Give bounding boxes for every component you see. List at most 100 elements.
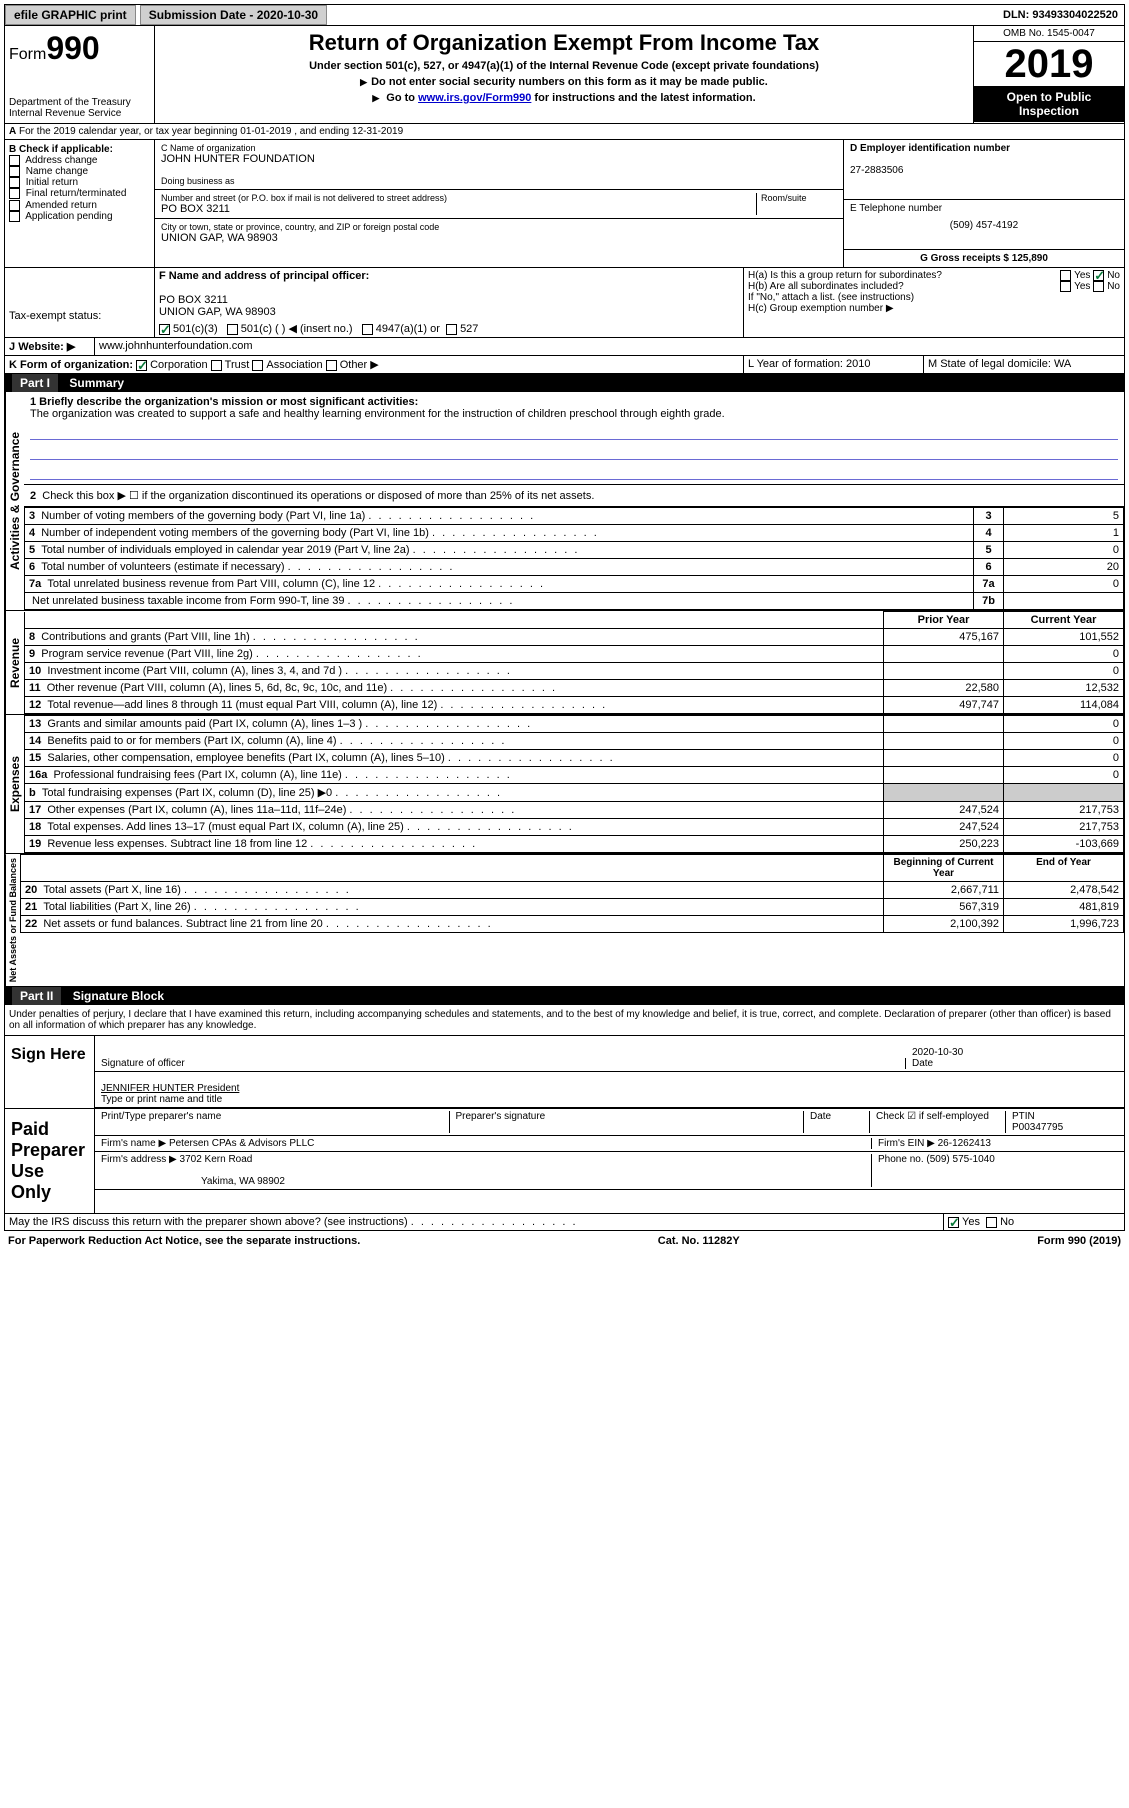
k-cell: K Form of organization: Corporation Trus…: [5, 356, 744, 373]
street-label: Number and street (or P.O. box if mail i…: [161, 193, 752, 203]
website-row: J Website: ▶ www.johnhunterfoundation.co…: [4, 338, 1125, 356]
officer-addr1: PO BOX 3211: [159, 294, 228, 306]
form-num: 990: [46, 30, 99, 66]
trust-checkbox[interactable]: [211, 360, 222, 371]
prep-sig-label: Preparer's signature: [456, 1111, 805, 1133]
form-word: Form: [9, 46, 46, 63]
opt-corp: Corporation: [150, 359, 207, 371]
h-section: H(a) Is this a group return for subordin…: [744, 268, 1124, 337]
col-c-org-info: C Name of organization JOHN HUNTER FOUND…: [155, 140, 844, 267]
colb-checkbox[interactable]: [9, 211, 20, 222]
discuss-yes: Yes: [962, 1216, 980, 1228]
colb-checkbox[interactable]: [9, 166, 20, 177]
hb-yes-checkbox[interactable]: [1060, 281, 1071, 292]
colb-checkbox[interactable]: [9, 155, 20, 166]
discuss-yes-checkbox[interactable]: [948, 1217, 959, 1228]
ha-no-checkbox[interactable]: [1093, 270, 1104, 281]
note2-pre: Go to: [386, 92, 418, 104]
opt-501c: 501(c) ( ) ◀ (insert no.): [241, 323, 353, 335]
firm-addr-label: Firm's address ▶: [101, 1154, 177, 1165]
form-990-page: efile GRAPHIC print Submission Date - 20…: [0, 0, 1129, 1255]
opt-assoc: Association: [266, 359, 322, 371]
line2-text: Check this box ▶ ☐ if the organization d…: [42, 490, 594, 502]
activities-table: 3 Number of voting members of the govern…: [24, 507, 1124, 610]
discuss-no: No: [1000, 1216, 1014, 1228]
corp-checkbox[interactable]: [136, 360, 147, 371]
footer-cat: Cat. No. 11282Y: [658, 1235, 740, 1247]
501c-checkbox[interactable]: [227, 324, 238, 335]
firm-phone: (509) 575-1040: [926, 1154, 994, 1165]
efile-print-button[interactable]: efile GRAPHIC print: [5, 5, 136, 25]
city-label: City or town, state or province, country…: [161, 222, 837, 232]
dba-label: Doing business as: [161, 176, 837, 186]
tax-exempt-cell: Tax-exempt status:: [5, 268, 155, 337]
firm-phone-label: Phone no.: [878, 1154, 924, 1165]
irs-label: Internal Revenue Service: [9, 108, 150, 119]
mission-text: The organization was created to support …: [30, 408, 725, 420]
k-label: K Form of organization:: [9, 359, 133, 371]
phone: (509) 457-4192: [850, 220, 1118, 231]
form-header: Form990 Department of the Treasury Inter…: [4, 26, 1125, 124]
501c3-checkbox[interactable]: [159, 324, 170, 335]
submission-date-button[interactable]: Submission Date - 2020-10-30: [140, 5, 327, 25]
ha-yes-checkbox[interactable]: [1060, 270, 1071, 281]
expenses-body: 13 Grants and similar amounts paid (Part…: [24, 715, 1124, 853]
revenue-sidelabel: Revenue: [5, 611, 24, 714]
discuss-cell: May the IRS discuss this return with the…: [5, 1214, 944, 1230]
mission-line3: [30, 466, 1118, 480]
form990-link[interactable]: www.irs.gov/Form990: [418, 92, 531, 104]
revenue-body: Prior YearCurrent Year 8 Contributions a…: [24, 611, 1124, 714]
prior-year-header: Prior Year: [884, 612, 1004, 629]
ein: 27-2883506: [850, 165, 903, 176]
col-b-label: B Check if applicable:: [9, 144, 113, 155]
section-a: A For the 2019 calendar year, or tax yea…: [4, 124, 1125, 140]
line2-row: 2 Check this box ▶ ☐ if the organization…: [24, 485, 1124, 507]
colb-checkbox[interactable]: [9, 188, 20, 199]
part2-num: Part II: [12, 987, 61, 1005]
address-row: Number and street (or P.O. box if mail i…: [155, 190, 843, 219]
tax-exempt-label: Tax-exempt status:: [9, 310, 101, 322]
tax-year-range: For the 2019 calendar year, or tax year …: [19, 126, 403, 137]
assoc-checkbox[interactable]: [252, 360, 263, 371]
firm-addr1: 3702 Kern Road: [180, 1154, 253, 1165]
form-number: Form990: [9, 30, 150, 67]
mission-line2: [30, 446, 1118, 460]
phone-row: E Telephone number (509) 457-4192: [844, 200, 1124, 250]
netassets-body: Beginning of Current YearEnd of Year 20 …: [20, 854, 1124, 986]
prep-date-label: Date: [810, 1111, 870, 1133]
k-lm-row: K Form of organization: Corporation Trus…: [4, 356, 1125, 374]
ptin-label: PTIN: [1012, 1111, 1035, 1122]
4947-checkbox[interactable]: [362, 324, 373, 335]
city-row: City or town, state or province, country…: [155, 219, 843, 247]
col-b-checkboxes: B Check if applicable: Address change Na…: [5, 140, 155, 267]
discuss-no-checkbox[interactable]: [986, 1217, 997, 1228]
sign-here-label: Sign Here: [5, 1036, 95, 1108]
begin-year-header: Beginning of Current Year: [884, 855, 1004, 882]
footer-left: For Paperwork Reduction Act Notice, see …: [8, 1235, 360, 1247]
colb-checkbox[interactable]: [9, 200, 20, 211]
discuss-text: May the IRS discuss this return with the…: [9, 1216, 408, 1228]
officer-cell: F Name and address of principal officer:…: [155, 268, 744, 337]
firm-label: Firm's name ▶: [101, 1138, 166, 1149]
no-text2: No: [1107, 281, 1120, 292]
revenue-table: Prior YearCurrent Year 8 Contributions a…: [24, 611, 1124, 714]
ptin: P00347795: [1012, 1122, 1063, 1133]
firm-ein: 26-1262413: [938, 1138, 991, 1149]
527-checkbox[interactable]: [446, 324, 457, 335]
col-d-info: D Employer identification number 27-2883…: [844, 140, 1124, 267]
footer-right: Form 990 (2019): [1037, 1235, 1121, 1247]
other-checkbox[interactable]: [326, 360, 337, 371]
state-domicile: M State of legal domicile: WA: [924, 356, 1124, 373]
hc-label: H(c) Group exemption number ▶: [748, 303, 1120, 314]
officer-name-label: Type or print name and title: [101, 1094, 222, 1105]
hb-no-checkbox[interactable]: [1093, 281, 1104, 292]
yes-text2: Yes: [1074, 281, 1090, 292]
part1-header: Part I Summary: [4, 374, 1125, 392]
phone-label: E Telephone number: [850, 203, 942, 214]
colb-checkbox[interactable]: [9, 177, 20, 188]
part1-num: Part I: [12, 374, 58, 392]
gross-row: G Gross receipts $ 125,890: [844, 250, 1124, 267]
sig-officer-label: Signature of officer: [101, 1058, 185, 1069]
room-label: Room/suite: [757, 193, 837, 215]
firm-addr2: Yakima, WA 98902: [201, 1176, 285, 1187]
